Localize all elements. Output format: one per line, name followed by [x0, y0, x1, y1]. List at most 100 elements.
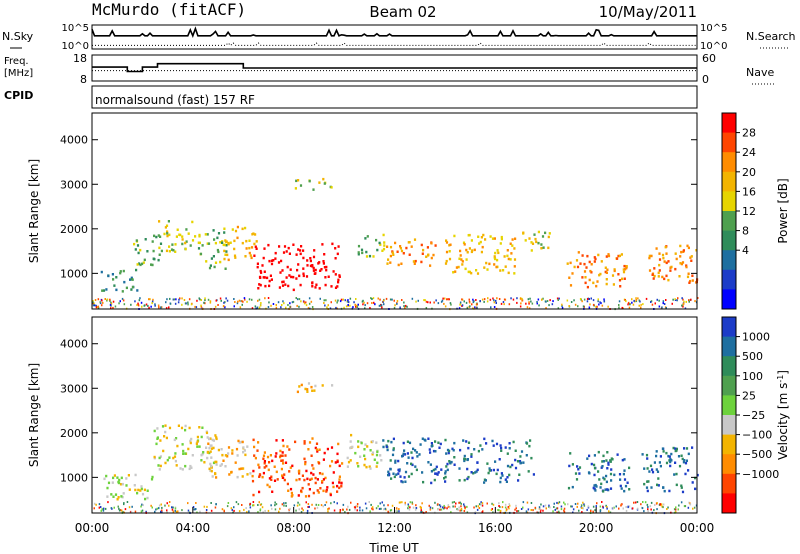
range-cell: [509, 465, 512, 469]
range-cell: [387, 439, 390, 443]
range-cell: [672, 298, 674, 301]
range-cell: [303, 302, 306, 305]
range-cell: [272, 259, 275, 262]
range-cell: [119, 271, 122, 275]
range-cell: [208, 451, 211, 455]
range-cell: [294, 187, 297, 190]
range-cell: [318, 472, 322, 475]
range-cell: [326, 306, 328, 309]
range-cell: [389, 509, 392, 512]
colorbar-segment: [722, 317, 736, 338]
range-cell: [658, 252, 661, 255]
range-cell: [165, 436, 168, 440]
range-cell: [368, 501, 370, 503]
range-cell: [507, 506, 510, 509]
range-cell: [410, 451, 413, 454]
range-cell: [486, 300, 489, 303]
range-cell: [295, 297, 297, 299]
range-cell: [164, 430, 167, 434]
range-cell: [537, 298, 540, 301]
range-cell: [600, 466, 603, 469]
range-cell: [368, 254, 372, 258]
range-cell: [117, 496, 120, 499]
range-cell: [307, 448, 310, 451]
range-cell: [440, 468, 443, 471]
range-cell: [209, 264, 212, 267]
range-cell: [225, 240, 228, 243]
range-cell: [426, 246, 429, 249]
range-cell: [335, 306, 337, 309]
range-cell: [387, 473, 390, 477]
range-cell: [534, 506, 537, 509]
range-cell: [338, 481, 341, 484]
range-cell: [95, 306, 98, 309]
range-cell: [593, 256, 596, 259]
range-cell: [379, 502, 381, 505]
range-cell: [470, 455, 473, 458]
range-cell: [97, 298, 100, 301]
range-cell: [466, 251, 469, 254]
range-cell: [446, 468, 449, 472]
range-cell: [380, 303, 382, 306]
range-cell: [675, 257, 678, 261]
range-cell: [161, 425, 165, 428]
range-cell: [315, 503, 317, 506]
range-cell: [391, 504, 394, 507]
range-cell: [215, 437, 218, 441]
range-cell: [200, 459, 203, 462]
range-cell: [685, 264, 688, 267]
range-cell: [569, 452, 572, 455]
range-cell: [230, 470, 233, 474]
range-cell: [662, 506, 664, 509]
range-cell: [491, 237, 495, 240]
range-cell: [153, 455, 156, 459]
range-cell: [421, 510, 423, 513]
range-cell: [318, 287, 321, 290]
range-cell: [168, 233, 171, 237]
range-cell: [318, 462, 321, 465]
range-cell: [205, 446, 208, 449]
range-cell: [613, 269, 616, 273]
range-cell: [520, 508, 523, 510]
range-cell: [605, 278, 608, 281]
range-cell: [387, 470, 390, 474]
range-cell: [596, 305, 598, 308]
range-cell: [477, 449, 480, 453]
range-cell: [359, 506, 361, 509]
range-cell: [499, 476, 502, 480]
range-cell: [256, 306, 259, 309]
range-cell: [618, 300, 621, 303]
range-cell: [295, 509, 297, 512]
range-cell: [246, 511, 248, 514]
range-cell: [568, 464, 571, 468]
range-cell: [449, 506, 451, 509]
range-cell: [252, 438, 255, 442]
range-cell: [579, 262, 582, 265]
range-cell: [681, 297, 683, 300]
range-cell: [302, 509, 304, 512]
range-cell: [557, 510, 560, 513]
range-cell: [349, 297, 352, 300]
range-cell: [357, 251, 360, 254]
range-cell: [498, 458, 501, 461]
range-cell: [134, 473, 137, 477]
range-cell: [538, 304, 540, 307]
x-tick-label: 12:00: [377, 521, 412, 535]
range-cell: [219, 241, 222, 244]
range-cell: [236, 225, 239, 229]
range-cell: [205, 260, 208, 263]
range-cell: [605, 271, 608, 274]
range-cell: [181, 242, 184, 246]
range-cell: [525, 302, 527, 305]
range-cell: [131, 505, 133, 508]
range-cell: [407, 507, 409, 510]
range-cell: [498, 502, 500, 505]
range-cell: [402, 441, 405, 445]
range-cell: [274, 508, 277, 511]
range-cell: [139, 263, 142, 267]
range-cell: [545, 507, 547, 510]
range-cell: [429, 506, 432, 509]
range-cell: [300, 245, 303, 248]
range-cell: [689, 503, 692, 506]
range-cell: [217, 232, 221, 235]
